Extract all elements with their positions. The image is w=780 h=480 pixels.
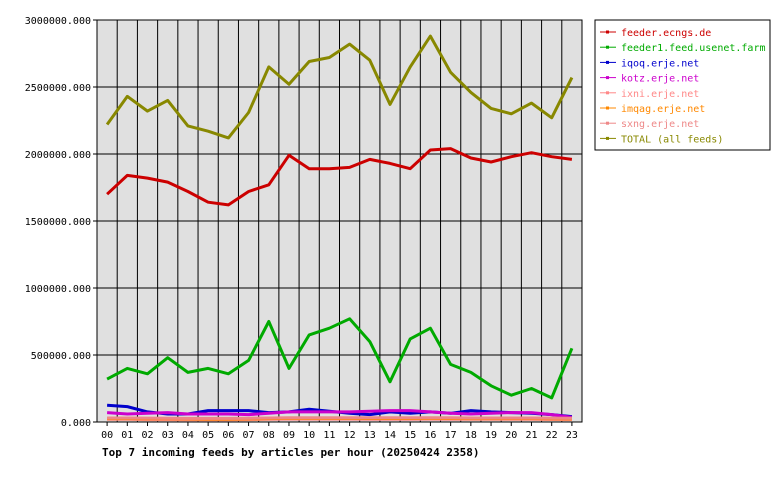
series-layer [105,34,574,422]
legend-label: TOTAL (all feeds) [621,134,723,145]
x-tick-label: 15 [404,430,416,441]
x-tick-label: 02 [141,430,153,441]
legend-marker [606,91,609,95]
legend-box [594,19,771,151]
x-tick-label: 00 [101,430,113,441]
legend-marker [606,76,609,80]
x-tick-label: 06 [222,430,234,441]
legend-marker [606,45,609,49]
x-tick-label: 12 [344,430,356,441]
x-tick-label: 16 [424,430,436,441]
y-tick-label: 0.000 [61,418,91,429]
x-tick-label: 05 [202,430,214,441]
x-tick-label: 17 [445,430,457,441]
x-tick-label: 04 [182,430,194,441]
legend-marker [606,106,609,110]
grid-lines [97,20,582,422]
y-tick-label: 2000000.000 [25,150,91,161]
x-tick-label: 23 [566,430,578,441]
legend-label: feeder.ecngs.de [621,28,711,39]
x-tick-label: 07 [243,430,255,441]
x-tick-label: 03 [162,430,174,441]
legend-label: kotz.erje.net [621,74,699,85]
x-tick-label: 13 [364,430,376,441]
series-line-feeder-ecngs-de [106,147,573,207]
x-tick-label: 22 [546,430,558,441]
legend-marker [606,30,609,34]
series-line-total-all-feeds- [105,34,574,140]
x-axis: 00 01 02 03 04 05 06 07 08 09 10 11 12 13 14 15 16 17 18 19… [101,422,578,441]
x-tick-label: 19 [485,430,497,441]
y-tick-label: 500000.000 [31,351,91,362]
x-tick-label: 08 [263,430,275,441]
legend-label: sxng.erje.net [621,119,699,130]
series-line-kotz-erje-net [106,409,573,419]
x-tick-label: 10 [303,430,315,441]
legend-label: ixni.erje.net [621,89,699,100]
legend-marker [606,136,609,140]
legend-label: iqoq.erje.net [621,58,699,69]
x-tick-label: 20 [505,430,517,441]
y-tick-label: 1000000.000 [25,284,91,295]
legend: feeder.ecngs.de feeder1.feed.usenet.farm i… [600,28,766,145]
legend-marker [606,60,609,64]
y-tick-label: 3000000.000 [25,16,91,27]
x-tick-label: 11 [323,430,335,441]
y-tick-label: 1500000.000 [25,217,91,228]
x-tick-label: 09 [283,430,295,441]
legend-label: feeder1.feed.usenet.farm [621,43,766,54]
x-tick-label: 18 [465,430,477,441]
x-tick-label: 21 [525,430,537,441]
x-tick-label: 01 [121,430,133,441]
y-axis: 0.000 500000.000 1000000.000 1500000.000 200… [25,16,97,429]
legend-marker [606,121,609,125]
x-tick-label: 14 [384,430,396,441]
series-line-sxng-erje-net [107,416,572,420]
chart-title: Top 7 incoming feeds by articles per hou… [102,446,480,459]
y-tick-label: 2500000.000 [25,83,91,94]
series-line-feeder1-feed-usenet-farm [106,317,574,400]
legend-label: imqag.erje.net [621,104,705,115]
